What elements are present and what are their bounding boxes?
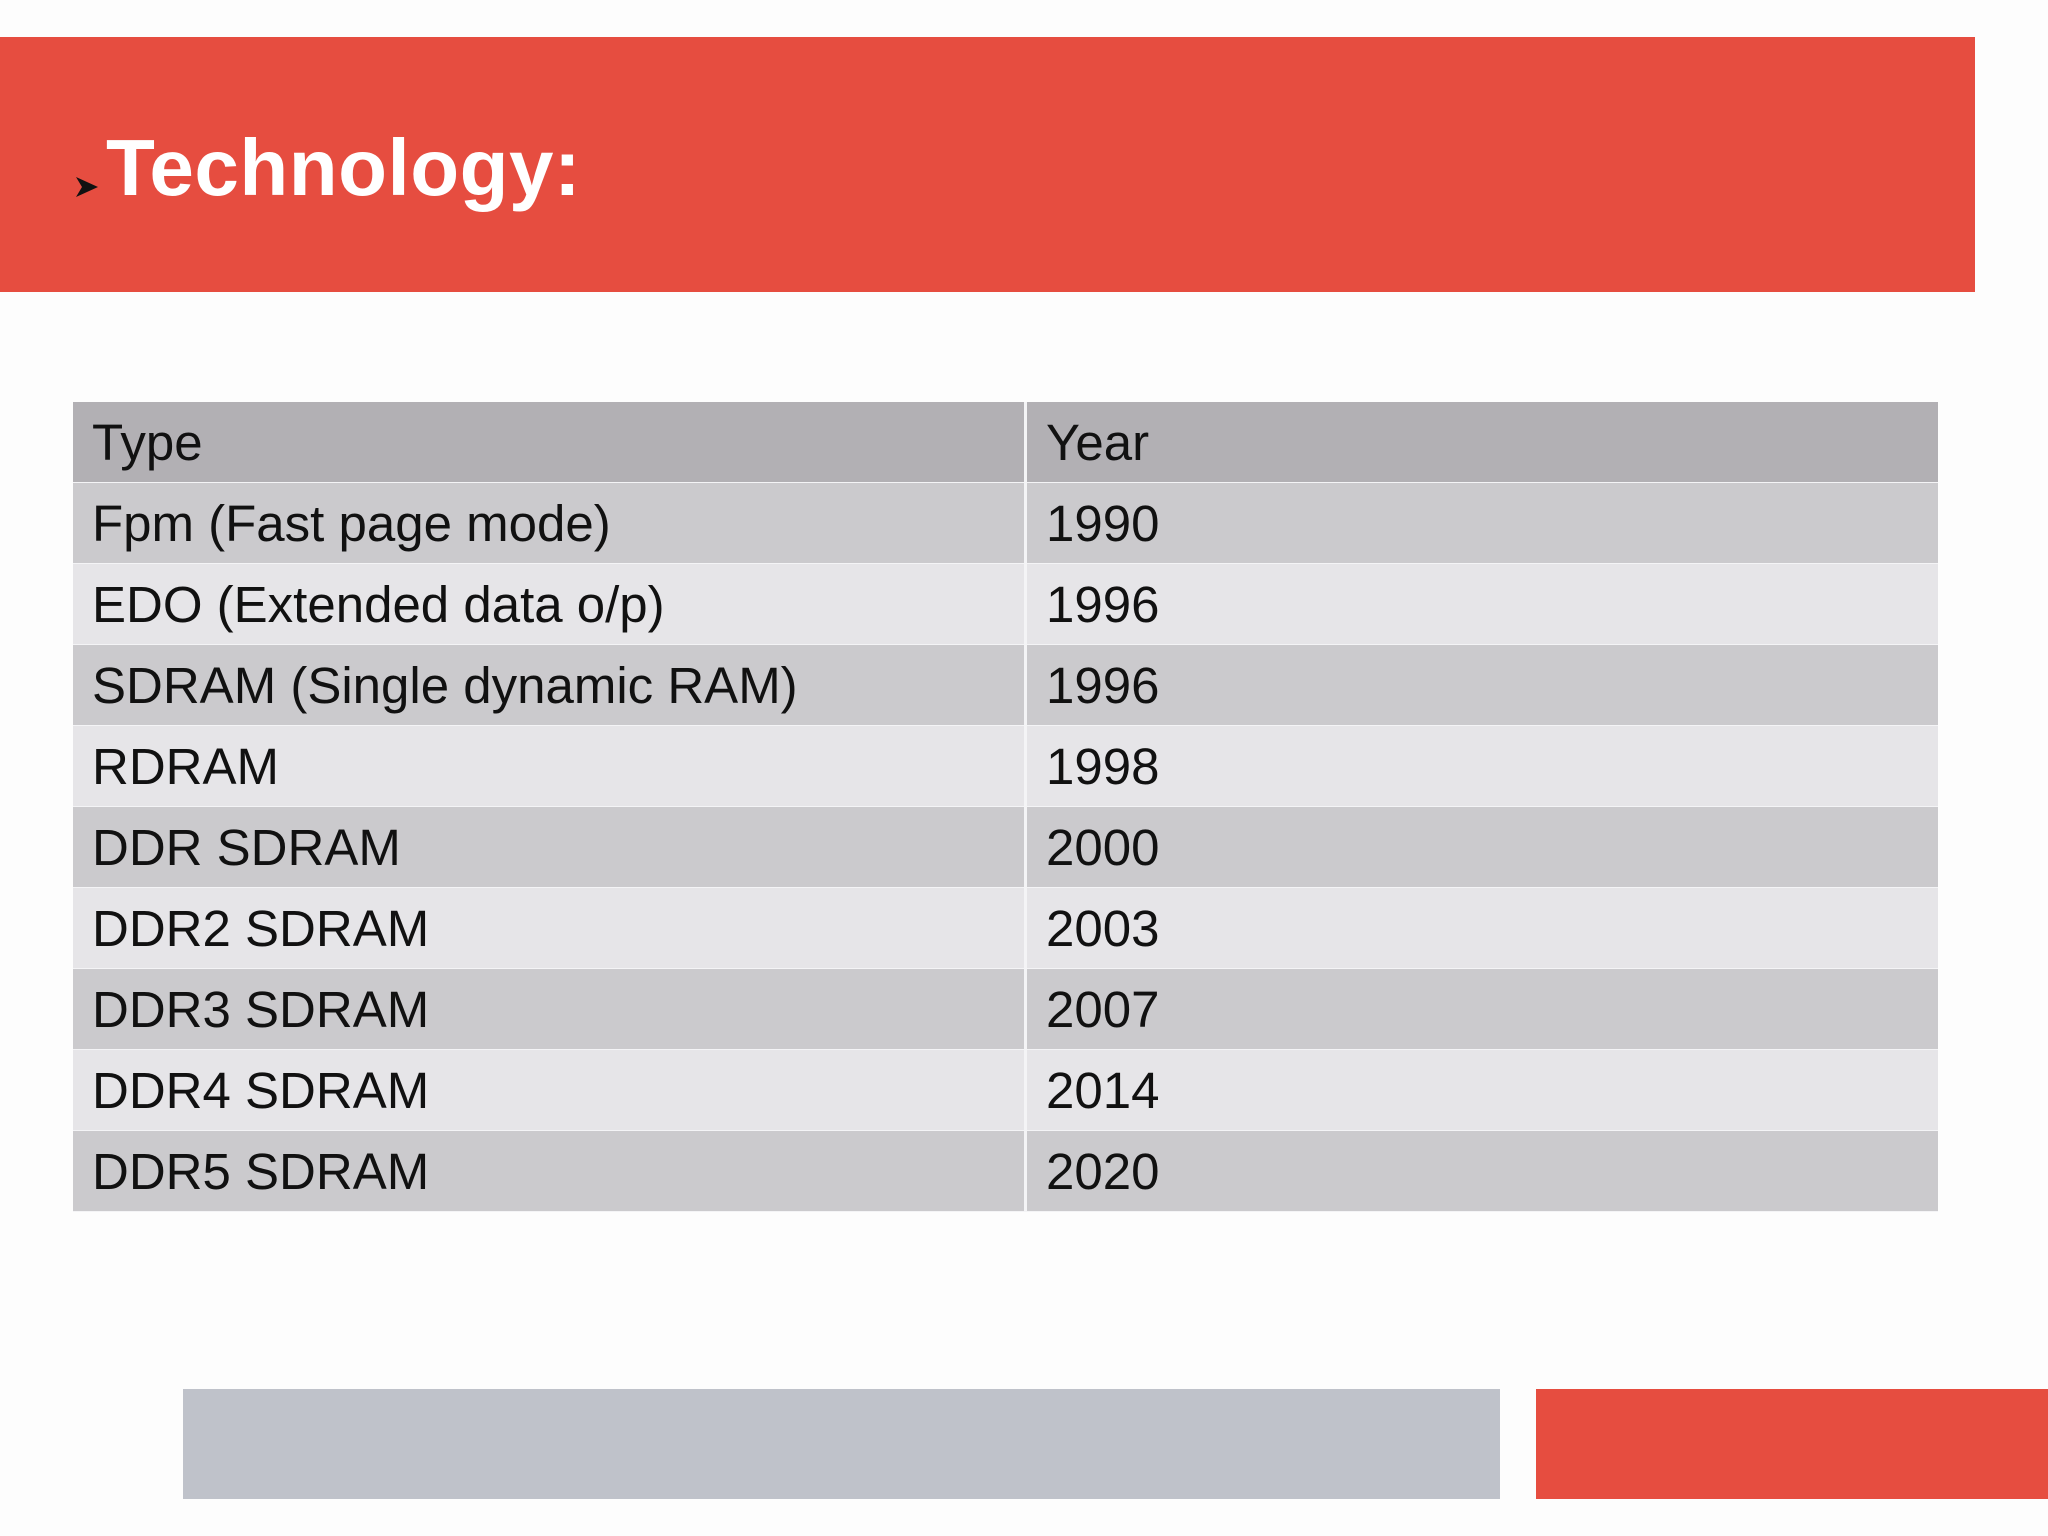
type-cell: Fpm (Fast page mode) [73,482,1027,564]
table-row: EDO (Extended data o/p) 1996 [73,563,1938,645]
type-cell: DDR4 SDRAM [73,1049,1027,1131]
table-row: DDR5 SDRAM 2020 [73,1130,1938,1212]
table-header-row: Type Year [73,402,1938,483]
column-header-type: Type [73,402,1027,483]
type-cell: EDO (Extended data o/p) [73,563,1027,645]
footer-gray-bar [183,1389,1500,1499]
type-cell: DDR3 SDRAM [73,968,1027,1050]
table-row: RDRAM 1998 [73,725,1938,807]
type-cell: RDRAM [73,725,1027,807]
type-cell: DDR SDRAM [73,806,1027,888]
arrowhead-bullet-icon [74,174,100,200]
table-row: Fpm (Fast page mode) 1990 [73,482,1938,564]
table-row: DDR3 SDRAM 2007 [73,968,1938,1050]
year-cell: 1990 [1025,482,1938,564]
column-header-year: Year [1025,402,1938,483]
year-cell: 2000 [1025,806,1938,888]
slide-title: Technology: [74,118,581,218]
table-row: DDR SDRAM 2000 [73,806,1938,888]
year-cell: 2020 [1025,1130,1938,1212]
memory-technology-table: Type Year Fpm (Fast page mode) 1990 EDO … [73,402,1938,1212]
year-cell: 2003 [1025,887,1938,969]
year-cell: 1996 [1025,644,1938,726]
year-cell: 1998 [1025,725,1938,807]
type-cell: DDR5 SDRAM [73,1130,1027,1212]
title-banner [0,37,1975,292]
year-cell: 1996 [1025,563,1938,645]
table-row: DDR4 SDRAM 2014 [73,1049,1938,1131]
table-row: DDR2 SDRAM 2003 [73,887,1938,969]
type-cell: DDR2 SDRAM [73,887,1027,969]
table-row: SDRAM (Single dynamic RAM) 1996 [73,644,1938,726]
year-cell: 2014 [1025,1049,1938,1131]
footer-red-bar [1536,1389,2048,1499]
year-cell: 2007 [1025,968,1938,1050]
type-cell: SDRAM (Single dynamic RAM) [73,644,1027,726]
slide-title-text: Technology: [106,123,582,212]
